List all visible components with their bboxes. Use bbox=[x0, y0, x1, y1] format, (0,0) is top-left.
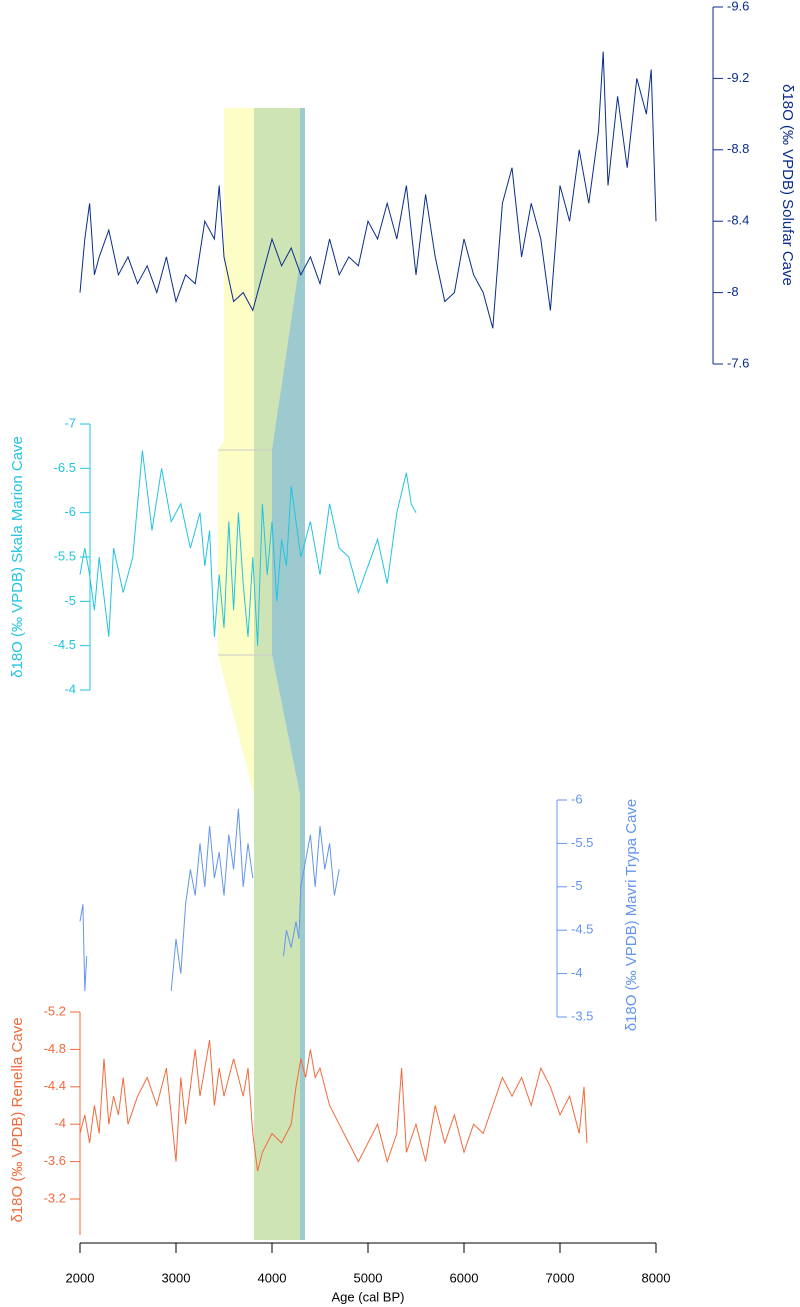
y-tick-label: -4 bbox=[54, 1116, 66, 1131]
y-tick-label: -4 bbox=[64, 681, 76, 696]
y-tick-label: -9.6 bbox=[727, 0, 749, 13]
x-tick-label: 7000 bbox=[546, 1270, 575, 1285]
x-tick-label: 6000 bbox=[450, 1270, 479, 1285]
y-tick-label: -4 bbox=[571, 965, 583, 980]
y-tick-label: -5.2 bbox=[44, 1003, 66, 1018]
x-tick-label: 8000 bbox=[642, 1270, 671, 1285]
series-line bbox=[79, 1039, 588, 1172]
y-tick-label: -4.4 bbox=[44, 1078, 66, 1093]
y-tick-label: -8 bbox=[727, 284, 739, 299]
y-tick-label: -5.5 bbox=[54, 548, 76, 563]
series-line bbox=[79, 450, 417, 646]
y-tick-label: -6.5 bbox=[54, 460, 76, 475]
shade-green bbox=[254, 108, 300, 1240]
x-tick-label: 4000 bbox=[258, 1270, 287, 1285]
y-axis-label: δ18O (‰ VPDB) Mavri Trypa Cave bbox=[623, 799, 640, 1032]
shaded-intervals bbox=[218, 108, 305, 1240]
shade-yellow bbox=[218, 108, 254, 795]
y-tick-label: -8.8 bbox=[727, 141, 749, 156]
series-line bbox=[79, 51, 657, 329]
x-tick-label: 3000 bbox=[162, 1270, 191, 1285]
y-tick-label: -7.6 bbox=[727, 355, 749, 370]
y-tick-label: -3.6 bbox=[44, 1153, 66, 1168]
x-axis-label: Age (cal BP) bbox=[332, 1289, 405, 1304]
series-line bbox=[79, 808, 340, 992]
y-tick-label: -4.8 bbox=[44, 1041, 66, 1056]
y-tick-label: -6 bbox=[571, 791, 583, 806]
y-tick-label: -8.4 bbox=[727, 213, 749, 228]
y-tick-label: -5.5 bbox=[571, 835, 593, 850]
y-tick-label: -4.5 bbox=[571, 922, 593, 937]
y-tick-label: -6 bbox=[64, 504, 76, 519]
y-tick-label: -9.2 bbox=[727, 70, 749, 85]
y-tick-label: -5 bbox=[571, 878, 583, 893]
y-axis-label: δ18O (‰ VPDB) Renella Cave bbox=[9, 1017, 26, 1222]
y-tick-label: -3.5 bbox=[571, 1008, 593, 1023]
y-tick-label: -7 bbox=[64, 415, 76, 430]
x-tick-label: 2000 bbox=[66, 1270, 95, 1285]
x-tick-label: 5000 bbox=[354, 1270, 383, 1285]
y-tick-label: -4.5 bbox=[54, 637, 76, 652]
y-axis-label: δ18O (‰ VPDB) Skala Marion Cave bbox=[9, 436, 26, 678]
y-tick-label: -5 bbox=[64, 593, 76, 608]
shade-blue bbox=[272, 108, 305, 1240]
y-axis-label: δ18O (‰ VPDB) Solufar Cave bbox=[779, 84, 796, 286]
y-tick-label: -3.2 bbox=[44, 1190, 66, 1205]
